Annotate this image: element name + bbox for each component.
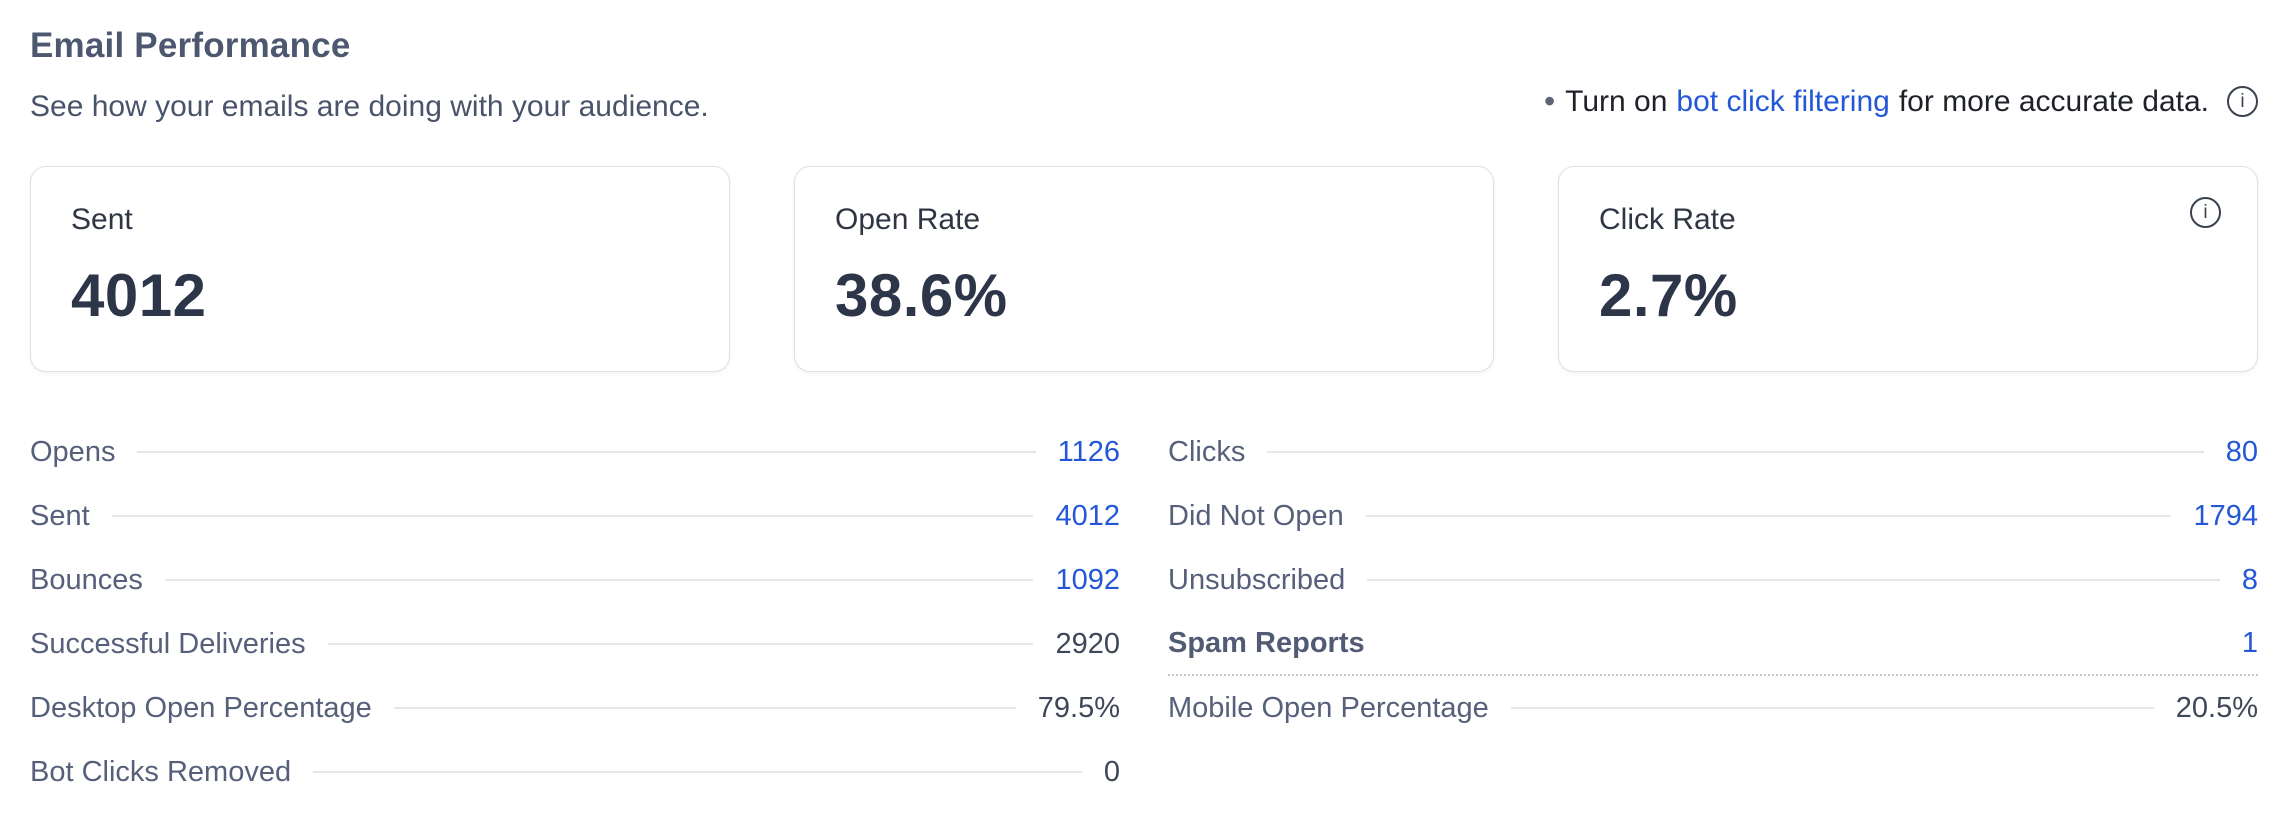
stat-row-successful-deliveries: Successful Deliveries 2920	[30, 612, 1120, 676]
stat-label: Successful Deliveries	[30, 627, 306, 660]
stat-row-did-not-open: Did Not Open 1794	[1168, 484, 2258, 548]
page-subtitle: See how your emails are doing with your …	[30, 90, 709, 123]
summary-cards: Sent 4012 Open Rate 38.6% Click Rate 2.7…	[30, 166, 2258, 372]
stat-label: Did Not Open	[1168, 499, 1344, 532]
stat-label: Bounces	[30, 563, 143, 596]
stat-row-desktop-open-percentage: Desktop Open Percentage 79.5%	[30, 676, 1120, 740]
stat-label: Sent	[30, 499, 90, 532]
leader-line	[164, 579, 1034, 581]
stat-row-bot-clicks-removed: Bot Clicks Removed 0	[30, 740, 1120, 804]
leader-line	[1510, 707, 2154, 709]
stat-label: Clicks	[1168, 435, 1246, 468]
stat-row-mobile-open-percentage: Mobile Open Percentage 20.5%	[1168, 676, 2258, 740]
stat-row-bounces: Bounces 1092	[30, 548, 1120, 612]
stat-label: Desktop Open Percentage	[30, 691, 372, 724]
stats-right-column: Clicks 80 Did Not Open 1794 Unsubscribed 8 Spa…	[1168, 420, 2258, 740]
info-circle-icon[interactable]: i	[2227, 86, 2258, 117]
stat-label: Unsubscribed	[1168, 563, 1346, 596]
bot-click-filtering-link[interactable]: bot click filtering	[1676, 84, 1890, 118]
leader-line	[327, 643, 1034, 645]
stat-value[interactable]: 1092	[1055, 563, 1120, 596]
card-value: 4012	[71, 262, 207, 329]
header-left: Email Performance See how your emails ar…	[30, 12, 709, 124]
card-label: Click Rate	[1599, 203, 1736, 236]
leader-line	[1267, 451, 2204, 453]
stat-row-spam-reports: Spam Reports 1	[1168, 612, 2258, 676]
annotation-prefix: Turn on	[1565, 84, 1668, 118]
stat-value[interactable]: 8	[2241, 563, 2258, 596]
stat-value: 20.5%	[2175, 691, 2258, 724]
bot-filtering-annotation: • Turn on bot click filtering for more a…	[1544, 83, 2258, 124]
stat-label: Opens	[30, 435, 116, 468]
stat-value: 79.5%	[1037, 691, 1120, 724]
stats-left-column: Opens 1126 Sent 4012 Bounces 1092 Successful D…	[30, 420, 1120, 804]
leader-line	[393, 707, 1016, 709]
annotation-suffix: for more accurate data.	[1898, 84, 2209, 118]
leader-line	[137, 451, 1036, 453]
stat-label: Bot Clicks Removed	[30, 755, 292, 788]
leader-line	[1365, 515, 2172, 517]
sent-card: Sent 4012	[30, 166, 730, 372]
stat-row-sent: Sent 4012	[30, 484, 1120, 548]
stat-row-opens: Opens 1126	[30, 420, 1120, 484]
leader-line	[313, 771, 1082, 773]
stat-row-clicks: Clicks 80	[1168, 420, 2258, 484]
stat-label: Spam Reports	[1168, 626, 1365, 659]
card-label: Sent	[71, 203, 133, 236]
stat-value: 0	[1103, 755, 1120, 788]
stats-section: Opens 1126 Sent 4012 Bounces 1092 Successful D…	[30, 420, 2258, 804]
stat-value[interactable]: 80	[2225, 435, 2258, 468]
stat-value[interactable]: 1	[2241, 626, 2258, 659]
click-rate-card: Click Rate 2.7% i	[1558, 166, 2258, 372]
stat-value[interactable]: 4012	[1055, 499, 1120, 532]
leader-line	[1367, 579, 2220, 581]
leader-line	[111, 515, 1034, 517]
card-value: 38.6%	[835, 262, 1008, 329]
page-title: Email Performance	[30, 26, 351, 65]
stat-row-unsubscribed: Unsubscribed 8	[1168, 548, 2258, 612]
card-label: Open Rate	[835, 203, 981, 236]
card-value: 2.7%	[1599, 262, 1738, 329]
bullet-icon: •	[1543, 83, 1556, 119]
stat-value[interactable]: 1126	[1057, 435, 1120, 468]
stat-value[interactable]: 1794	[2193, 499, 2258, 532]
stat-value: 2920	[1055, 627, 1120, 660]
open-rate-card: Open Rate 38.6%	[794, 166, 1494, 372]
stat-label: Mobile Open Percentage	[1168, 691, 1489, 724]
info-circle-icon[interactable]: i	[2190, 197, 2221, 228]
header: Email Performance See how your emails ar…	[30, 12, 2258, 124]
